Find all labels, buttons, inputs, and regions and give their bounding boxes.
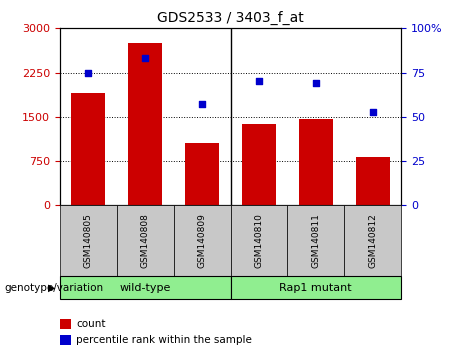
- Text: GSM140809: GSM140809: [198, 213, 207, 268]
- Point: [369, 109, 376, 114]
- Text: GSM140812: GSM140812: [368, 213, 377, 268]
- Text: genotype/variation: genotype/variation: [5, 282, 104, 293]
- Point: [142, 56, 149, 61]
- Bar: [242, 124, 276, 205]
- Point: [255, 79, 263, 84]
- Bar: [355, 157, 390, 205]
- Bar: [185, 143, 219, 205]
- Text: GSM140811: GSM140811: [311, 213, 320, 268]
- Bar: [128, 43, 162, 205]
- Text: percentile rank within the sample: percentile rank within the sample: [76, 335, 252, 345]
- Text: GSM140808: GSM140808: [141, 213, 150, 268]
- Bar: [71, 93, 106, 205]
- Text: wild-type: wild-type: [119, 282, 171, 293]
- Point: [85, 70, 92, 75]
- Text: count: count: [76, 319, 106, 329]
- Title: GDS2533 / 3403_f_at: GDS2533 / 3403_f_at: [157, 10, 304, 24]
- Point: [312, 80, 319, 86]
- Text: Rap1 mutant: Rap1 mutant: [279, 282, 352, 293]
- Text: ▶: ▶: [48, 282, 56, 293]
- Text: GSM140810: GSM140810: [254, 213, 263, 268]
- Bar: [299, 119, 333, 205]
- Text: GSM140805: GSM140805: [84, 213, 93, 268]
- Point: [198, 102, 206, 107]
